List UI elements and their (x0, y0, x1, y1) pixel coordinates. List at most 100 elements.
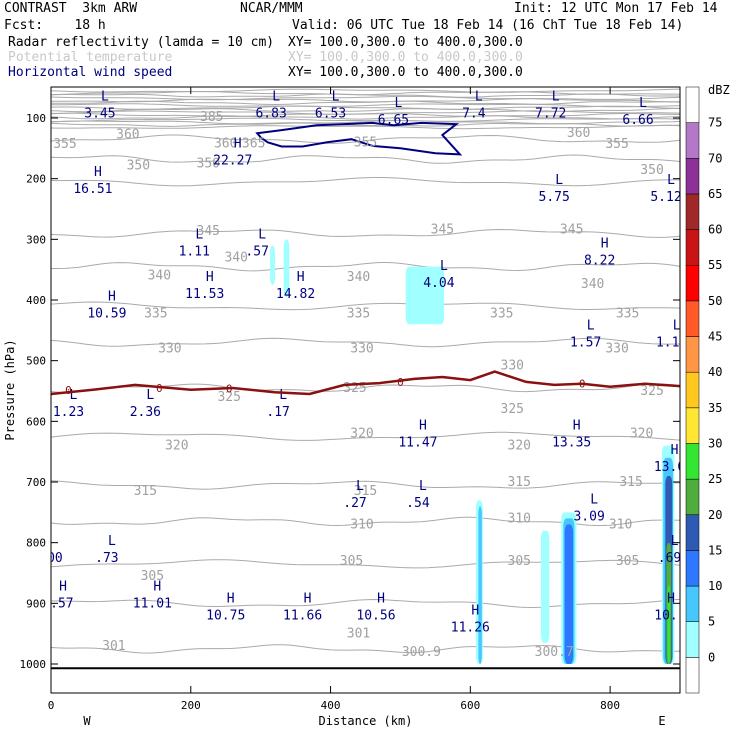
reflectivity-cell (667, 585, 671, 664)
y-tick-label: 1000 (20, 658, 47, 671)
east-label: E (658, 714, 665, 728)
wind-extremum-value: 10.59 (87, 306, 126, 321)
zero-line-label: 0 (397, 376, 404, 389)
theta-label: 325 (501, 402, 524, 417)
wind-maximum-marker: H (59, 579, 67, 594)
wind-extremum-value: 16.51 (73, 182, 112, 197)
zero-line-label: 0 (156, 382, 163, 395)
colorbar-level-label: 55 (708, 258, 722, 272)
wind-extremum-value: 14.82 (276, 287, 315, 302)
colorbar-level-label: 5 (708, 615, 715, 629)
colorbar-level-label: 75 (708, 116, 722, 130)
theta-label: 360 (116, 127, 139, 142)
wind-maximum-marker: H (601, 237, 609, 252)
x-axis-label: Distance (km) (319, 714, 413, 728)
reflectivity-cell (540, 530, 550, 643)
y-axis-label: Pressure (hPa) (3, 339, 17, 440)
colorbar-level-label: 65 (708, 187, 722, 201)
wind-minimum-marker: L (475, 90, 483, 105)
wind-maximum-marker: H (234, 136, 242, 151)
theta-labels: 355 360 385 360 365 355 360 355 350 350 350 345 345 3… (53, 110, 664, 660)
theta-label: 355 (354, 135, 377, 150)
wind-minimum-marker: L (272, 90, 280, 105)
field-theta-name: Potential temperature (8, 50, 173, 65)
wind-extremum-value: 11.47 (398, 436, 437, 451)
wind-maximum-marker: H (377, 591, 385, 606)
theta-label: 340 (224, 251, 247, 266)
theta-label: 335 (616, 306, 639, 321)
colorbar: 0 5 10 15 20 25 30 35 40 45 50 55 60 65 70 75 dBZ (685, 83, 730, 694)
theta-label: 385 (200, 110, 223, 125)
wind-extremum-value: .27 (343, 496, 366, 511)
wind-extremum-value: 22.27 (213, 153, 252, 168)
colorbar-swatch (685, 158, 700, 195)
init-time-label: Init: 12 UTC Mon 17 Feb 14 (514, 1, 718, 16)
wind-minimum-marker: L (440, 259, 448, 274)
theta-label: 315 (134, 484, 157, 499)
theta-label: 315 (508, 475, 531, 490)
theta-label: 345 (560, 223, 583, 238)
colorbar-level-label: 70 (708, 151, 722, 165)
colorbar-level-label: 10 (708, 579, 722, 593)
theta-contour-line (51, 124, 680, 130)
wind-minimum-marker: L (673, 318, 681, 333)
theta-label: 330 (350, 342, 373, 357)
colorbar-swatch (685, 407, 700, 444)
colorbar-swatch (685, 122, 700, 159)
theta-label: 325 (217, 390, 240, 405)
x-tick-label: 200 (181, 699, 201, 712)
y-tick-label: 600 (26, 415, 46, 428)
wind-minimum-marker: L (195, 227, 203, 242)
wind-minimum-marker: L (639, 96, 647, 111)
reflectivity-cells (270, 239, 675, 664)
theta-contour-line (51, 154, 680, 164)
reflectivity-cell (405, 266, 445, 325)
theta-label: 335 (347, 306, 370, 321)
org-label: NCAR/MMM (240, 1, 303, 16)
zero-line-label: 0 (579, 378, 586, 391)
colorbar-level-label: 25 (708, 472, 722, 486)
theta-contour-line (51, 262, 680, 272)
x-tick-label: 400 (321, 699, 341, 712)
field-wind-name: Horizontal wind speed (8, 65, 173, 80)
theta-label: 355 (605, 137, 628, 152)
colorbar-swatch (685, 478, 700, 516)
wind-extremum-value: 11.66 (283, 608, 322, 623)
colorbar-level-label: 20 (708, 508, 722, 522)
zero-line-label: 0 (226, 383, 233, 396)
wind-extremum-value: .73 (95, 551, 118, 566)
theta-contour-line (51, 103, 680, 108)
theta-label: 315 (619, 475, 642, 490)
wind-extremum-value: 11.01 (133, 596, 172, 611)
theta-label: 330 (605, 342, 628, 357)
theta-label: 300.9 (402, 645, 441, 660)
field-reflectivity-xy: XY= 100.0,300.0 to 400.0,300.0 (288, 35, 523, 50)
wind-extremum-value: 2.36 (130, 405, 161, 420)
y-tick-label: 300 (26, 233, 46, 246)
wind-maximum-marker: H (671, 443, 679, 458)
colorbar-swatch (685, 550, 700, 587)
theta-contour-line (51, 112, 680, 117)
theta-label: 305 (616, 554, 639, 569)
plot-frame (50, 86, 681, 694)
reflectivity-cell (478, 506, 482, 664)
colorbar-level-label: 30 (708, 436, 722, 450)
wind-maximum-marker: H (94, 165, 102, 180)
wind-extremum-value: 3.45 (84, 107, 115, 122)
wind-maximum-marker: H (297, 270, 305, 285)
wind-extremum-value: 1.23 (53, 405, 84, 420)
colorbar-swatch (685, 443, 700, 480)
theta-contour-line (51, 88, 680, 93)
theta-contour-line (51, 95, 680, 101)
theta-label: 355 (53, 137, 76, 152)
theta-label: 305 (508, 554, 531, 569)
wind-minimum-marker: L (146, 388, 154, 403)
y-tick-label: 200 (26, 173, 46, 186)
wind-minimum-marker: L (667, 173, 675, 188)
wind-maximum-marker: H (153, 579, 161, 594)
wind-extremum-value: 10.56 (356, 608, 395, 623)
theta-label: 320 (508, 439, 531, 454)
colorbar-level-label: 0 (708, 650, 715, 664)
theta-contour-line (51, 228, 680, 238)
